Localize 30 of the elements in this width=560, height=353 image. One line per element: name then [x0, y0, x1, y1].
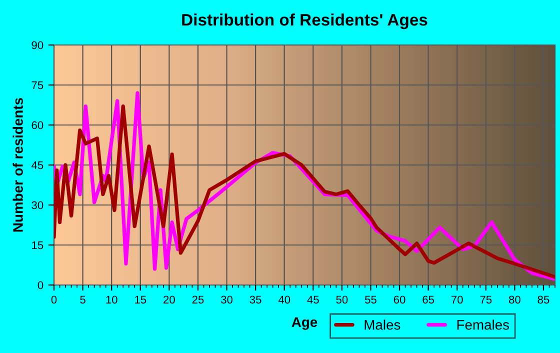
x-tick-label: 5 — [80, 296, 86, 304]
legend-label: Females — [457, 320, 509, 330]
x-tick-label: 60 — [394, 296, 406, 304]
x-tick-label: 30 — [221, 296, 233, 304]
x-tick-label: 70 — [451, 296, 463, 304]
legend-label: Males — [364, 320, 400, 330]
x-tick-label: 10 — [106, 296, 118, 304]
x-tick-label: 80 — [508, 296, 520, 304]
y-tick-label: 15 — [32, 241, 44, 250]
x-axis-title: Age — [292, 317, 318, 330]
y-tick-label: 75 — [32, 81, 44, 90]
x-tick-label: 25 — [192, 296, 204, 304]
x-tick-label: 35 — [250, 296, 262, 304]
y-tick-label: 45 — [31, 161, 44, 170]
y-tick-label: 60 — [32, 121, 44, 130]
x-tick-label: 50 — [336, 296, 348, 304]
x-tick-label: 15 — [135, 296, 146, 304]
x-tick-label: 55 — [364, 296, 376, 304]
y-axis-title: Number of residents — [12, 98, 23, 232]
x-tick-label: 20 — [164, 296, 175, 304]
y-tick-label: 90 — [32, 41, 44, 50]
x-tick-label: 0 — [51, 296, 57, 304]
x-tick-label: 45 — [307, 296, 319, 304]
x-tick-label: 75 — [480, 296, 492, 304]
x-tick-label: 85 — [538, 296, 550, 304]
x-tick-label: 65 — [422, 296, 434, 304]
y-tick-label: 0 — [38, 281, 44, 290]
x-tick-label: 40 — [278, 296, 290, 304]
chart-title: Distribution of Residents' Ages — [182, 13, 428, 30]
y-tick-label: 30 — [32, 201, 44, 210]
